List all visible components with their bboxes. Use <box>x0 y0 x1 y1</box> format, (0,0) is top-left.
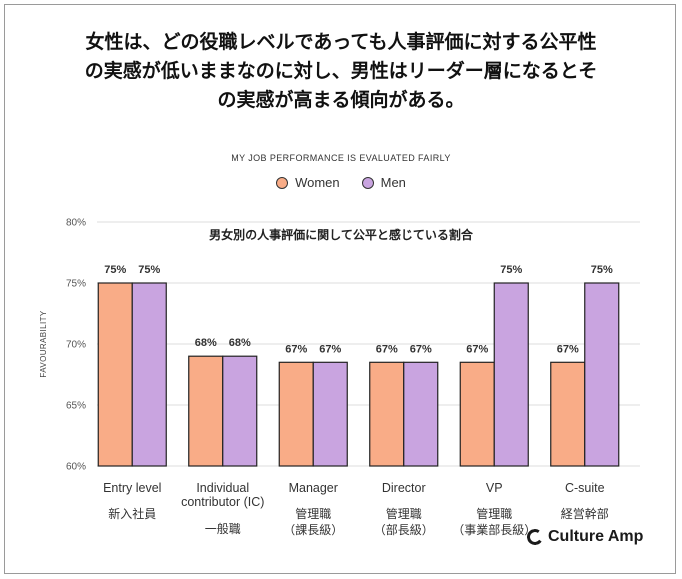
legend-item-women: Women <box>276 175 340 190</box>
data-label-women: 67% <box>557 343 579 355</box>
y-tick-label: 80% <box>66 218 86 229</box>
bar-women <box>459 361 495 467</box>
x-tick-label-jp: 管理職 <box>295 506 331 521</box>
x-tick-label: Entry level <box>103 481 161 495</box>
x-tick-label-jp: 管理職 <box>476 506 512 521</box>
data-label-men: 75% <box>138 264 160 276</box>
data-label-women: 75% <box>104 264 126 276</box>
bar-women <box>97 282 133 467</box>
x-tick-label-jp: （課長級） <box>283 522 343 537</box>
x-tick-label-jp: （事業部長級） <box>452 522 536 537</box>
bar-men <box>403 361 439 467</box>
data-label-men: 75% <box>591 264 613 276</box>
legend-label-men: Men <box>380 175 406 190</box>
data-label-women: 68% <box>195 337 217 349</box>
data-label-men: 67% <box>410 343 432 355</box>
bar-women <box>369 361 405 467</box>
legend-swatch-women <box>276 176 289 189</box>
headline-line-1: 女性は、どの役職レベルであっても人事評価に対する公平性 <box>85 31 597 53</box>
chart-legend: Women Men <box>0 175 682 190</box>
data-label-men: 75% <box>500 264 522 276</box>
x-tick-label: Manager <box>289 481 338 495</box>
x-tick-label: C-suite <box>565 481 605 495</box>
data-label-women: 67% <box>285 343 307 355</box>
x-tick-label: Director <box>382 481 426 495</box>
x-tick-label-jp: 一般職 <box>205 521 241 536</box>
y-tick-label: 60% <box>66 462 86 473</box>
chart-subtitle-jp: 男女別の人事評価に関して公平と感じている割合 <box>209 228 473 242</box>
data-label-women: 67% <box>376 343 398 355</box>
brand-name: Culture Amp <box>548 528 644 545</box>
data-label-women: 67% <box>466 343 488 355</box>
bar-men <box>312 361 348 467</box>
bar-women <box>278 361 314 467</box>
brand-logo: Culture Amp <box>525 527 644 547</box>
bar-men <box>584 282 620 467</box>
x-tick-label: contributor (IC) <box>181 495 264 509</box>
data-label-men: 67% <box>319 343 341 355</box>
x-tick-label-jp: 経営幹部 <box>561 506 609 521</box>
data-label-men: 68% <box>229 337 251 349</box>
x-tick-label-jp: 新入社員 <box>108 506 156 521</box>
headline-line-3: の実感が高まる傾向がある。 <box>217 89 465 111</box>
legend-swatch-men <box>361 176 374 189</box>
legend-item-men: Men <box>361 175 406 190</box>
y-axis-label: FAVOURABILITY <box>39 310 48 378</box>
culture-amp-logo-icon <box>525 527 545 547</box>
y-tick-label: 70% <box>66 340 86 351</box>
bar-men <box>493 282 529 467</box>
bar-men <box>222 355 258 467</box>
y-tick-label: 65% <box>66 401 86 412</box>
headline: 女性は、どの役職レベルであっても人事評価に対する公平性 の実感が低いままなのに対… <box>10 28 672 115</box>
image-frame <box>4 4 676 574</box>
bar-men <box>131 282 167 467</box>
x-tick-label: VP <box>486 481 503 495</box>
headline-line-2: の実感が低いままなのに対し、男性はリーダー層になるとそ <box>84 60 598 82</box>
x-tick-label: Individual <box>196 481 249 495</box>
bar-women <box>188 355 224 467</box>
bar-women <box>550 361 586 467</box>
x-tick-label-jp: 管理職 <box>386 506 422 521</box>
x-tick-label-jp: （部長級） <box>374 522 434 537</box>
legend-label-women: Women <box>295 175 340 190</box>
chart-title: MY JOB PERFORMANCE IS EVALUATED FAIRLY <box>231 153 451 163</box>
y-tick-label: 75% <box>66 279 86 290</box>
